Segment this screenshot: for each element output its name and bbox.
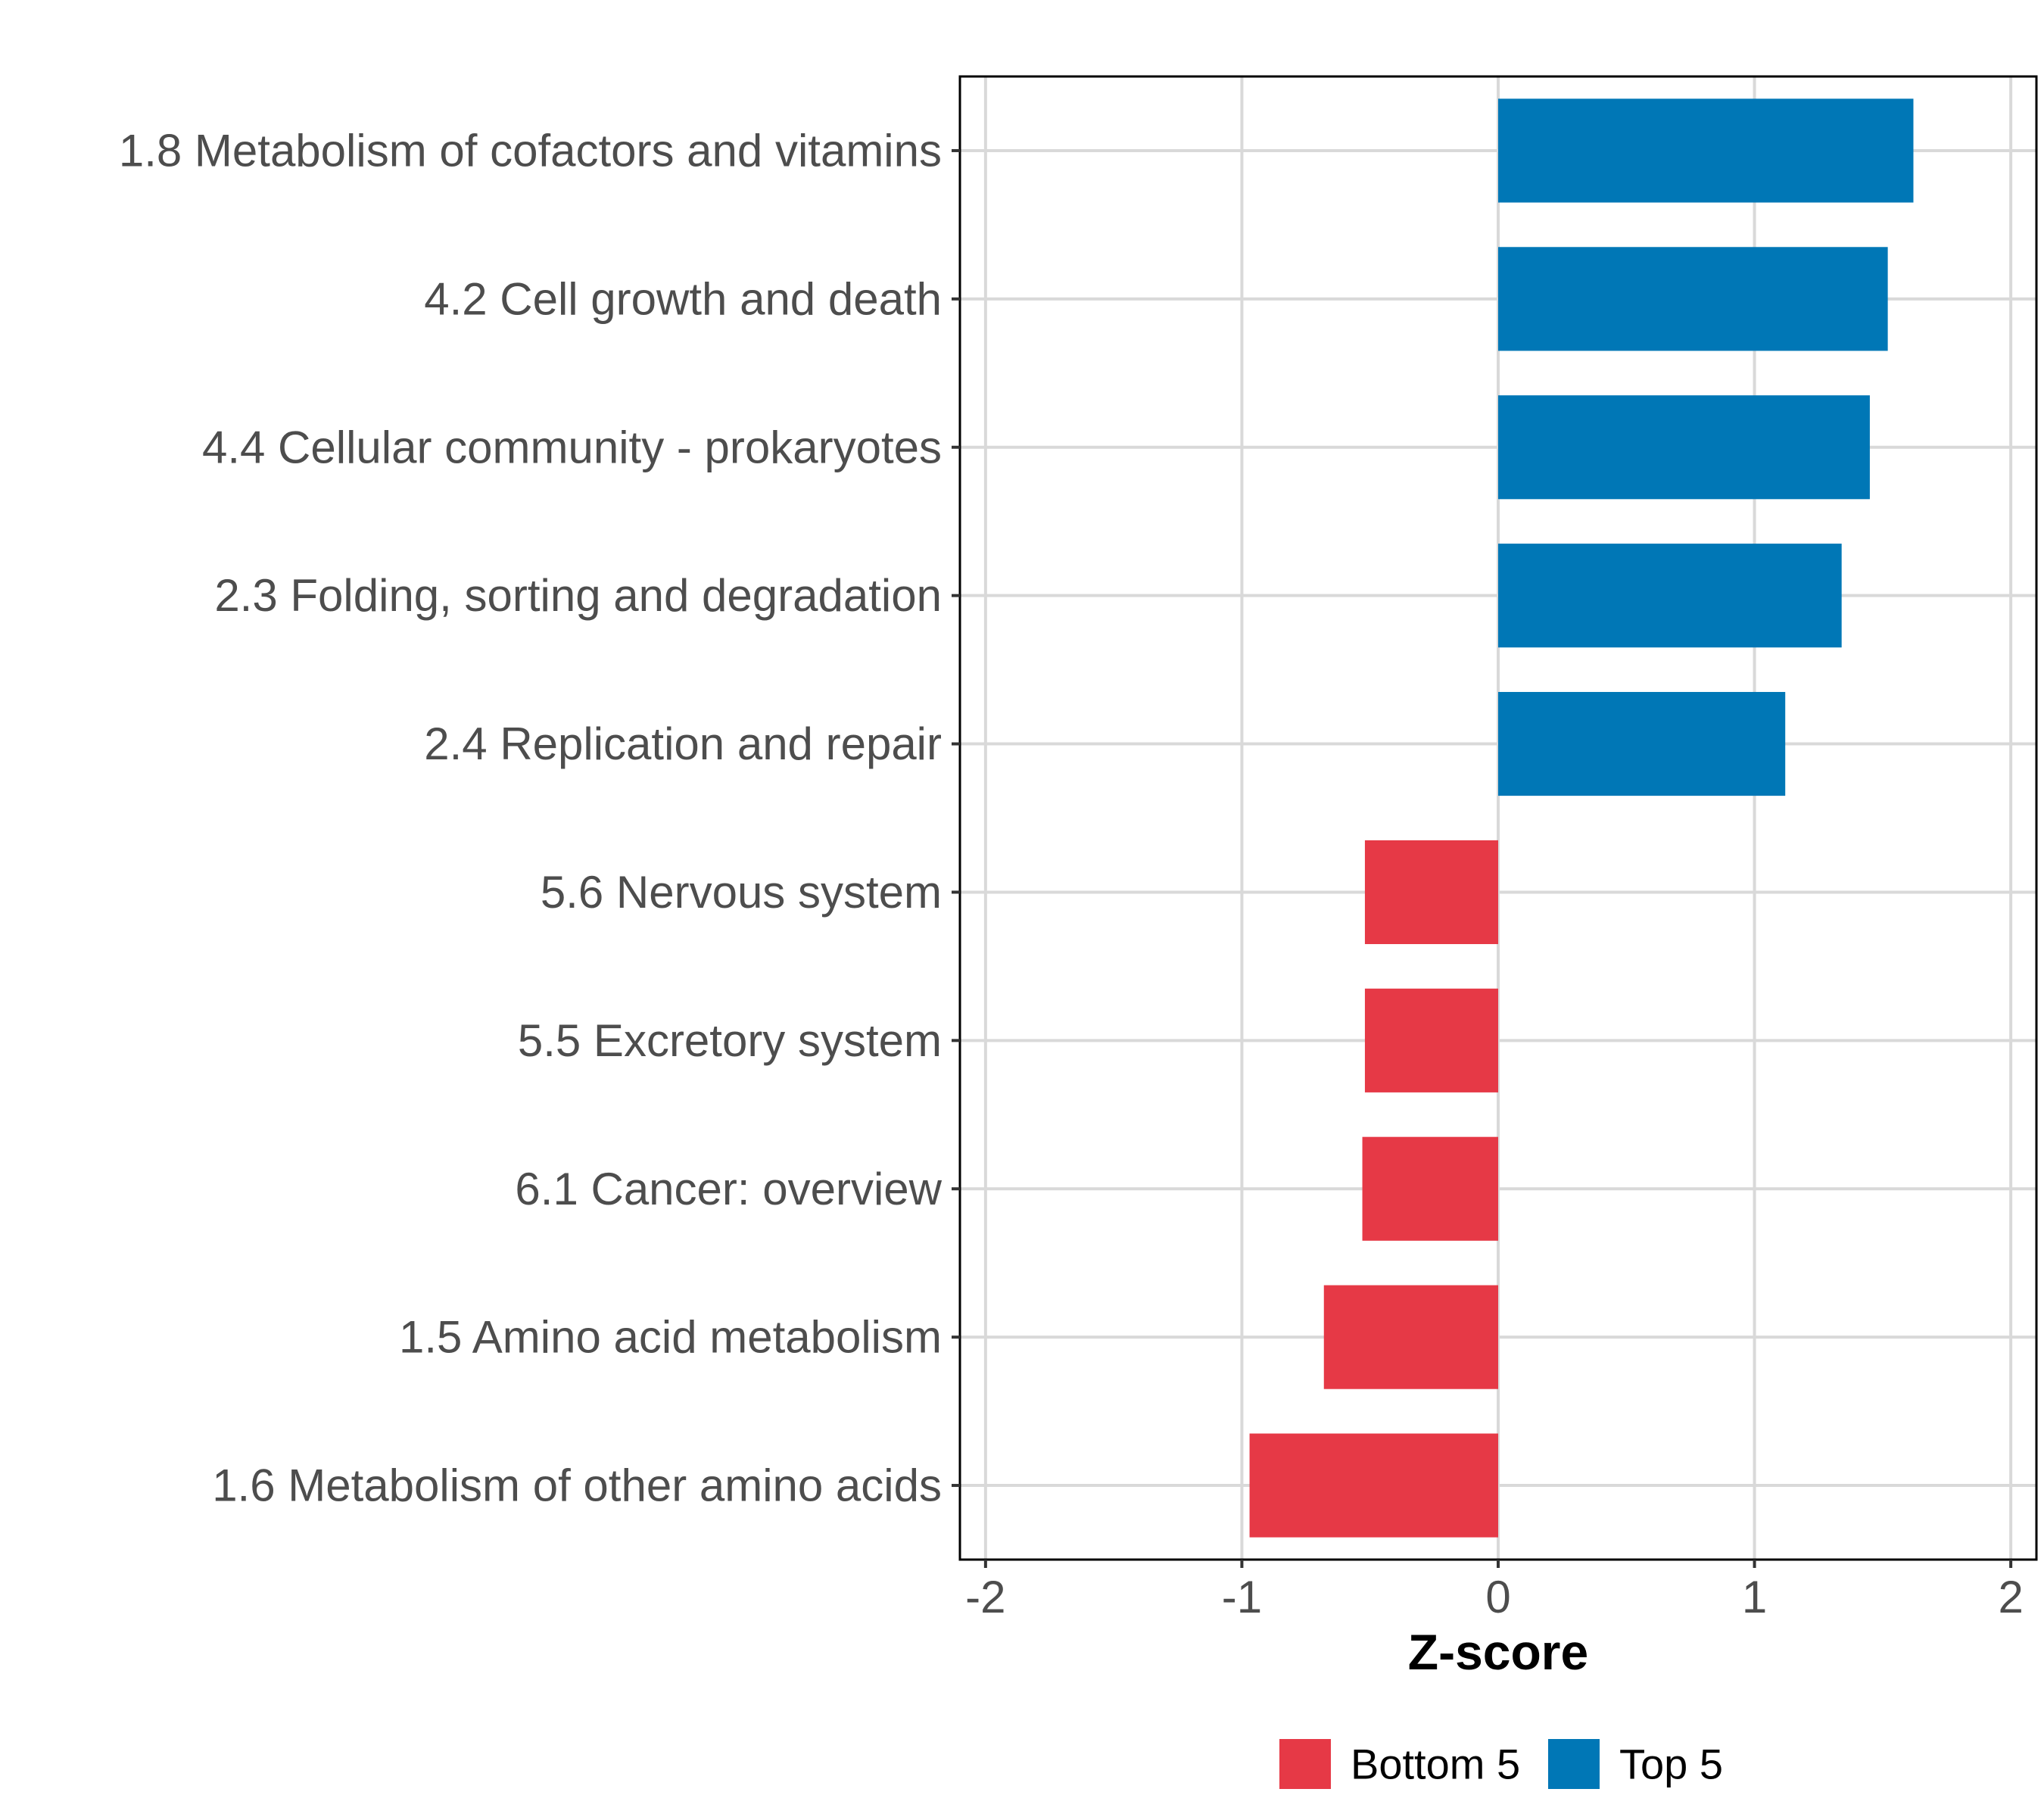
y-tick-label: 1.8 Metabolism of cofactors and vitamins	[119, 125, 942, 176]
y-tick-label: 1.5 Amino acid metabolism	[399, 1312, 942, 1363]
y-axis: 1.8 Metabolism of cofactors and vitamins…	[119, 125, 960, 1511]
x-axis-title: Z-score	[1408, 1624, 1588, 1680]
y-tick-label: 2.4 Replication and repair	[424, 718, 942, 769]
x-axis: -2 -1 0 1 2	[965, 1560, 2024, 1622]
legend-label: Top 5	[1619, 1741, 1723, 1788]
x-tick-label: 2	[1998, 1572, 2023, 1622]
x-tick-label: 1	[1742, 1572, 1767, 1622]
legend-label: Bottom 5	[1351, 1741, 1520, 1788]
legend-item: Top 5	[1548, 1739, 1723, 1789]
y-tick-label: 6.1 Cancer: overview	[515, 1164, 942, 1214]
x-tick-label: -2	[965, 1572, 1005, 1622]
bar	[1362, 1136, 1498, 1241]
bar	[1498, 544, 1842, 648]
legend: Bottom 5 Top 5	[1279, 1739, 1723, 1789]
y-tick-label: 4.2 Cell growth and death	[424, 273, 942, 324]
bar	[1323, 1285, 1498, 1389]
y-tick-label: 4.4 Cellular community - prokaryotes	[202, 422, 942, 472]
bar-layer	[1249, 98, 1914, 1538]
bar	[1498, 98, 1914, 203]
legend-swatch	[1548, 1739, 1600, 1789]
legend-swatch	[1279, 1739, 1331, 1789]
bar	[1364, 988, 1498, 1092]
bar	[1498, 395, 1870, 500]
y-tick-label: 5.6 Nervous system	[541, 867, 942, 918]
bar	[1364, 840, 1498, 945]
y-tick-label: 1.6 Metabolism of other amino acids	[212, 1460, 942, 1511]
bar	[1498, 691, 1786, 796]
legend-item: Bottom 5	[1279, 1739, 1520, 1789]
x-tick-label: 0	[1485, 1572, 1510, 1622]
bar	[1498, 247, 1888, 351]
y-tick-label: 5.5 Excretory system	[518, 1015, 942, 1066]
y-tick-label: 2.3 Folding, sorting and degradation	[214, 570, 942, 621]
x-tick-label: -1	[1222, 1572, 1262, 1622]
bar	[1249, 1433, 1498, 1538]
